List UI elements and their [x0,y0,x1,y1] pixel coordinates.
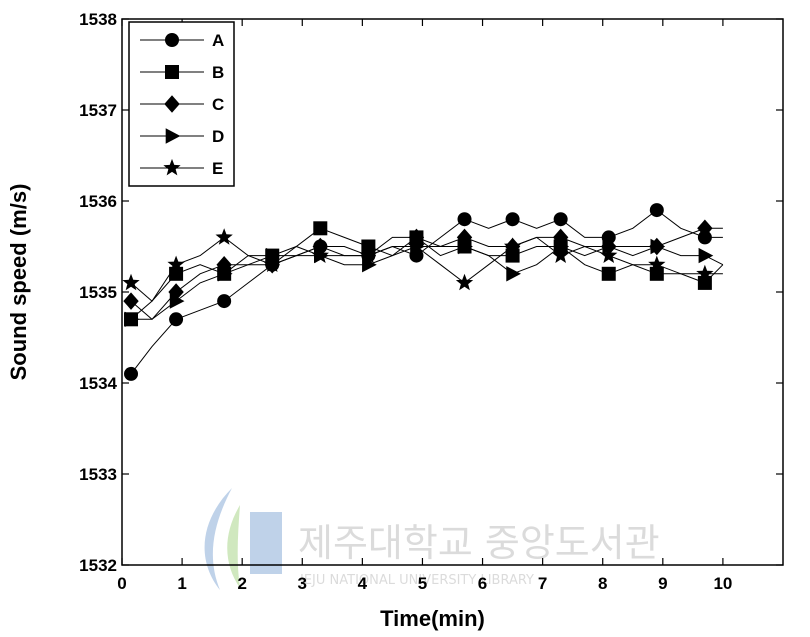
series-d-point [506,266,521,282]
y-tick-label: 1538 [79,10,117,29]
x-axis-title: Time(min) [380,606,485,631]
x-tick-label: 0 [117,574,126,593]
x-tick-label: 1 [177,574,186,593]
watermark-logo-block [250,512,282,574]
series-e-point [167,255,185,273]
x-tick-label: 3 [298,574,307,593]
series-b-point [169,266,184,281]
series-a-point [553,212,568,227]
series-e-point [407,237,426,254]
y-axis-title: Sound speed (m/s) [6,184,31,381]
legend-entry-d: D [140,127,224,146]
y-tick-label: 1533 [79,465,117,484]
x-tick-label: 10 [713,574,732,593]
legend-entry-a: A [140,31,224,50]
y-tick-label: 1537 [79,101,117,120]
watermark-logo-leaf-green [227,505,240,588]
series-e-point [503,237,522,254]
series-b-point [361,239,376,254]
axes: 0 1 2 3 4 5 6 7 8 9 10 1532 1533 1534 1535 1536 1537 1538… [6,10,784,631]
series-e-point [263,255,281,273]
x-tick-label: 8 [598,574,607,593]
library-watermark: 제주대학교 중앙도서관 JEJU NATIONAL UNIVERSITY LIB… [204,488,660,590]
series-c-point [697,219,713,238]
series-b-point [601,266,616,281]
series-d-point [698,247,714,264]
series-c-point [168,283,184,301]
series-d-line [131,245,724,320]
y-tick-label: 1536 [79,192,117,211]
series-c-point [552,228,569,247]
series-a-point [697,230,712,245]
series-d-point [602,238,618,255]
series-markers [122,203,714,381]
series-d-point [554,238,570,255]
series-d-point [169,293,185,309]
series-e-point [359,246,378,263]
series-c-point [216,255,232,274]
legend-label: D [212,127,224,146]
series-b-point [649,266,664,281]
series-c-point [123,292,139,310]
legend-marker-d [165,128,181,144]
y-tick-label: 1532 [79,556,117,575]
legend-marker-b [165,65,179,79]
legend-label: E [212,159,223,178]
x-tick-label: 2 [237,574,246,593]
series-d-point [217,266,233,282]
x-tick-label: 5 [418,574,427,593]
series-e-point [215,228,233,245]
x-tick-label: 9 [658,574,667,593]
legend-marker-c [164,95,180,113]
series-e-point [600,246,618,263]
legend-entry-b: B [140,63,224,82]
series-e-point [311,246,329,263]
y-tick-label: 1535 [79,283,117,302]
series-a-point [124,366,139,381]
series-a-point [169,312,184,327]
watermark-english-text: JEJU NATIONAL UNIVERSITY LIBRARY [299,573,534,588]
series-b-point [313,221,328,236]
legend-marker-e [163,158,181,176]
watermark-korean-text: 제주대학교 중앙도서관 [298,521,660,565]
legend-label: A [212,31,224,50]
x-tick-label: 7 [538,574,547,593]
series-e-point [552,246,570,263]
series-d-point [265,247,281,264]
series-e-point [122,273,140,291]
legend-marker-a [165,33,179,47]
legend-label: C [212,95,224,114]
legend-entry-e: E [140,158,223,178]
legend-entry-c: C [140,95,224,114]
series-d-point [650,238,666,255]
series-d-point [458,238,473,255]
y-tick-label: 1534 [79,374,117,393]
x-tick-label: 6 [478,574,487,593]
series-e-point [648,255,666,273]
series-e-point [696,264,714,282]
series-a-point [505,212,520,227]
legend-label: B [212,63,224,82]
series-b-point [697,275,712,290]
x-tick-label: 4 [358,574,368,593]
series-e-point [455,273,474,291]
series-a-point [457,212,472,227]
series-d-point [124,311,140,327]
series-a-point [217,294,232,309]
series-a-point [649,203,664,218]
